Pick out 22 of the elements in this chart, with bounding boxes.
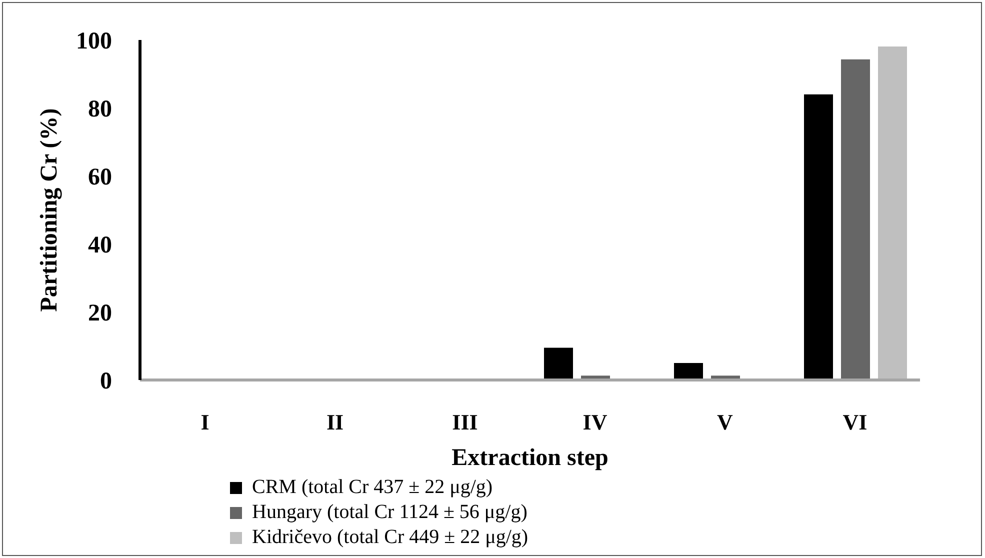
y-tick-label: 40 (88, 232, 112, 259)
y-tick-label: 20 (88, 300, 112, 327)
x-tick-label: VI (842, 410, 868, 435)
y-tick-label: 60 (88, 164, 112, 191)
bar (804, 94, 833, 380)
y-tick-label: 80 (88, 96, 112, 123)
legend-label: Hungary (total Cr 1124 ± 56 μg/g) (252, 500, 528, 525)
bar (841, 59, 870, 380)
y-tick-label: 100 (76, 28, 112, 55)
x-axis-title: Extraction step (452, 445, 608, 471)
legend-label: CRM (total Cr 437 ± 22 μg/g) (252, 475, 493, 500)
bar (674, 363, 703, 380)
bar (544, 348, 573, 380)
x-tick-label: I (200, 410, 210, 435)
x-tick-label: V (717, 410, 734, 435)
legend-label: Kidričevo (total Cr 449 ± 22 μg/g) (252, 525, 528, 550)
x-tick-label: IV (582, 410, 608, 435)
x-tick-label: III (452, 410, 478, 435)
bar (878, 46, 907, 380)
x-tick-label: II (326, 410, 344, 435)
y-axis-title: Partitioning Cr (%) (36, 108, 63, 312)
y-tick-label: 0 (100, 368, 112, 395)
